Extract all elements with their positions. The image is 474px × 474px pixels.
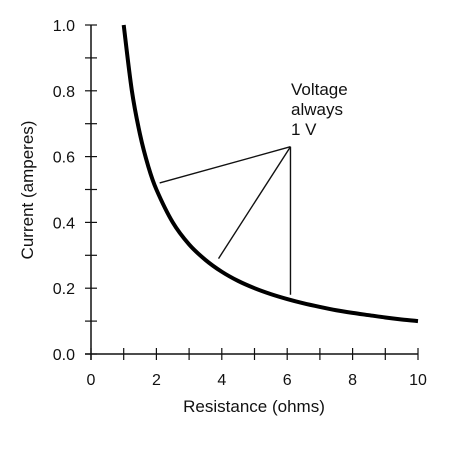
y-tick-label: 0.8: [53, 84, 75, 101]
y-tick-label: 0.4: [53, 215, 75, 232]
axes: [85, 25, 418, 360]
annotation-text-line: Voltage: [291, 80, 348, 99]
ticks: [85, 24, 419, 360]
y-tick-label: 0.6: [53, 150, 75, 167]
y-tick-label: 0.0: [53, 347, 75, 364]
annotation-pointer: [159, 146, 291, 184]
series: [121, 24, 419, 324]
x-tick-label: 2: [152, 372, 161, 389]
annotation-pointer: [217, 146, 292, 259]
x-axis-label: Resistance (ohms): [183, 397, 325, 416]
x-tick-label: 10: [409, 372, 427, 389]
annotation-text-line: always: [291, 100, 343, 119]
y-tick-label: 0.2: [53, 281, 75, 298]
series-curve: [121, 24, 419, 324]
annotation-text-line: 1 V: [291, 120, 317, 139]
x-tick-label: 0: [87, 372, 96, 389]
x-tick-label: 4: [217, 372, 226, 389]
tick-labels: 0 2 4 6 8 10 0.0 0.2 0.4 0.6 0.8 1.0: [53, 18, 427, 389]
x-tick-label: 6: [283, 372, 292, 389]
y-tick-label: 1.0: [53, 18, 75, 35]
y-axis-label: Current (amperes): [18, 121, 37, 260]
x-tick-label: 8: [348, 372, 357, 389]
